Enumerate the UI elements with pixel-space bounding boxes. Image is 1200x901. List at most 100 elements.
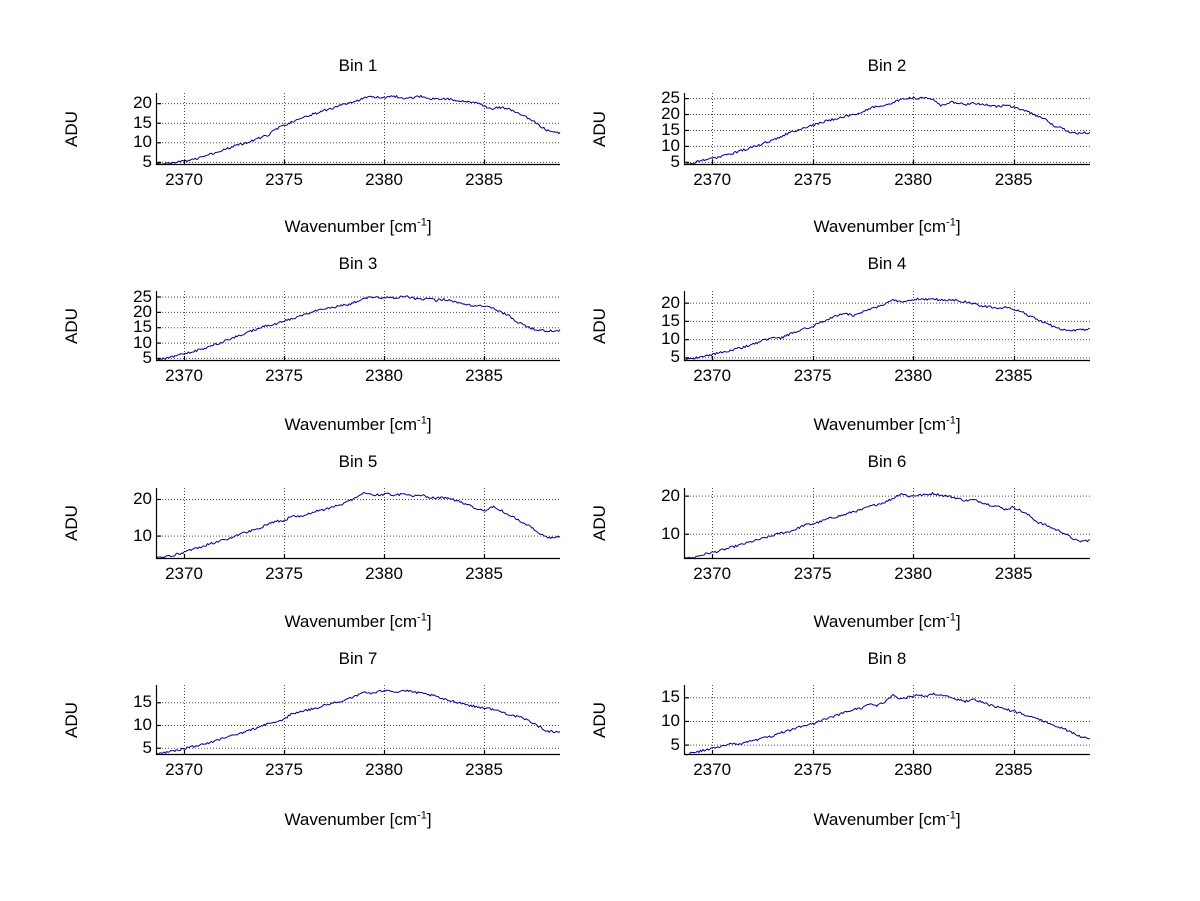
y-tick-label-bin-1: 15: [133, 112, 152, 132]
data-series-bin-2: [683, 96, 1091, 166]
subplot-title-bin-2: Bin 2: [867, 56, 907, 75]
x-tick-label-bin-2: 2385: [994, 170, 1033, 189]
plot-area-bin-7: [155, 685, 561, 756]
x-tick-label-bin-2: 2375: [793, 170, 832, 189]
x-tick-label-bin-1: 2380: [365, 170, 403, 189]
grid-lines-bin-4: [684, 291, 1090, 361]
plot-area-bin-1: [155, 93, 561, 166]
x-axis-label-bin-2: Wavenumber [cm-1]: [813, 216, 961, 236]
y-tick-label-bin-8: 5: [670, 734, 680, 754]
y-tick-label-bin-6: 20: [661, 485, 680, 505]
axis-spines-bin-2: [683, 93, 1090, 166]
x-tick-label-bin-6: 2375: [793, 564, 832, 583]
y-tick-label-bin-2: 5: [670, 151, 680, 171]
y-tick-label-bin-1: 20: [133, 93, 152, 113]
x-tick-label-bin-7: 2370: [165, 760, 203, 779]
x-axis-label-bin-5: Wavenumber [cm-1]: [284, 611, 432, 631]
x-axis-label-bin-3: Wavenumber [cm-1]: [284, 414, 432, 434]
y-tick-label-bin-5: 20: [133, 488, 152, 508]
y-tick-label-bin-3: 20: [133, 301, 152, 321]
grid-lines-bin-6: [684, 488, 1090, 559]
y-axis-label-bin-2: ADU: [590, 111, 609, 147]
y-tick-label-bin-6: 10: [661, 523, 680, 543]
x-tick-label-bin-7: 2375: [265, 760, 303, 779]
data-series-bin-7: [155, 689, 561, 755]
y-axis-label-bin-3: ADU: [62, 308, 81, 344]
y-tick-label-bin-4: 10: [661, 329, 680, 349]
grid-lines-bin-2: [684, 93, 1090, 165]
plot-area-bin-8: [683, 685, 1091, 756]
y-axis-label-bin-8: ADU: [590, 702, 609, 738]
axis-spines-bin-5: [155, 488, 560, 560]
x-tick-label-bin-2: 2380: [894, 170, 933, 189]
x-axis-label-bin-8: Wavenumber [cm-1]: [813, 809, 961, 829]
y-tick-label-bin-7: 15: [133, 692, 152, 712]
y-tick-label-bin-5: 10: [133, 525, 152, 545]
y-tick-label-bin-8: 15: [661, 687, 680, 707]
subplot-title-bin-7: Bin 7: [338, 649, 378, 668]
axis-spines-bin-1: [155, 93, 560, 166]
plot-area-bin-3: [155, 291, 561, 362]
grid-lines-bin-8: [684, 685, 1090, 755]
subplot-title-bin-4: Bin 4: [867, 254, 907, 273]
grid-lines-bin-5: [156, 488, 560, 559]
y-tick-label-bin-4: 20: [661, 292, 680, 312]
data-series-bin-1: [155, 94, 561, 165]
axis-spines-bin-4: [683, 291, 1090, 362]
axis-spines-bin-8: [683, 685, 1090, 756]
x-axis-label-bin-1: Wavenumber [cm-1]: [284, 216, 432, 236]
y-tick-label-bin-1: 10: [133, 132, 152, 152]
y-axis-label-bin-1: ADU: [62, 111, 81, 147]
x-tick-label-bin-6: 2380: [894, 564, 933, 583]
x-tick-label-bin-5: 2370: [165, 564, 203, 583]
y-tick-label-bin-3: 15: [133, 317, 152, 337]
y-axis-label-bin-4: ADU: [590, 308, 609, 344]
y-tick-label-bin-2: 20: [661, 104, 680, 124]
y-axis-label-bin-6: ADU: [590, 505, 609, 541]
y-tick-label-bin-2: 25: [661, 88, 680, 108]
y-tick-label-bin-3: 5: [142, 347, 152, 367]
x-tick-label-bin-7: 2385: [465, 760, 503, 779]
x-tick-label-bin-2: 2370: [693, 170, 732, 189]
x-tick-label-bin-7: 2380: [365, 760, 403, 779]
y-tick-label-bin-4: 5: [670, 347, 680, 367]
y-tick-label-bin-8: 10: [661, 710, 680, 730]
grid-lines-bin-7: [156, 685, 560, 755]
x-tick-label-bin-4: 2370: [693, 366, 732, 385]
y-tick-label-bin-4: 15: [661, 310, 680, 330]
y-tick-label-bin-7: 5: [142, 737, 152, 757]
data-series-bin-5: [155, 491, 561, 559]
grid-lines-bin-3: [156, 291, 560, 361]
x-axis-label-bin-7: Wavenumber [cm-1]: [284, 809, 432, 829]
x-tick-label-bin-1: 2375: [265, 170, 303, 189]
y-tick-label-bin-2: 10: [661, 135, 680, 155]
data-series-bin-3: [155, 295, 561, 361]
axis-spines-bin-3: [155, 291, 560, 362]
x-axis-label-bin-6: Wavenumber [cm-1]: [813, 611, 961, 631]
x-tick-label-bin-1: 2370: [165, 170, 203, 189]
y-tick-label-bin-3: 25: [133, 286, 152, 306]
y-axis-label-bin-5: ADU: [62, 505, 81, 541]
y-tick-label-bin-3: 10: [133, 332, 152, 352]
x-tick-label-bin-6: 2385: [994, 564, 1033, 583]
x-axis-label-bin-4: Wavenumber [cm-1]: [813, 414, 961, 434]
plot-area-bin-6: [683, 488, 1091, 560]
x-tick-label-bin-5: 2380: [365, 564, 403, 583]
y-tick-label-bin-7: 10: [133, 715, 152, 734]
x-tick-label-bin-8: 2380: [894, 760, 933, 779]
data-series-bin-4: [683, 297, 1091, 362]
y-tick-label-bin-2: 15: [661, 119, 680, 139]
subplot-title-bin-6: Bin 6: [867, 452, 907, 471]
x-tick-label-bin-5: 2385: [465, 564, 503, 583]
subplot-title-bin-3: Bin 3: [338, 254, 378, 273]
axis-spines-bin-7: [155, 685, 560, 756]
x-tick-label-bin-6: 2370: [693, 564, 732, 583]
data-series-bin-8: [683, 692, 1091, 756]
x-tick-label-bin-8: 2385: [994, 760, 1033, 779]
subplot-title-bin-1: Bin 1: [338, 56, 378, 75]
plot-area-bin-4: [683, 291, 1091, 362]
plot-area-bin-5: [155, 488, 561, 560]
subplot-title-bin-5: Bin 5: [338, 452, 378, 471]
x-tick-label-bin-3: 2385: [465, 366, 503, 385]
